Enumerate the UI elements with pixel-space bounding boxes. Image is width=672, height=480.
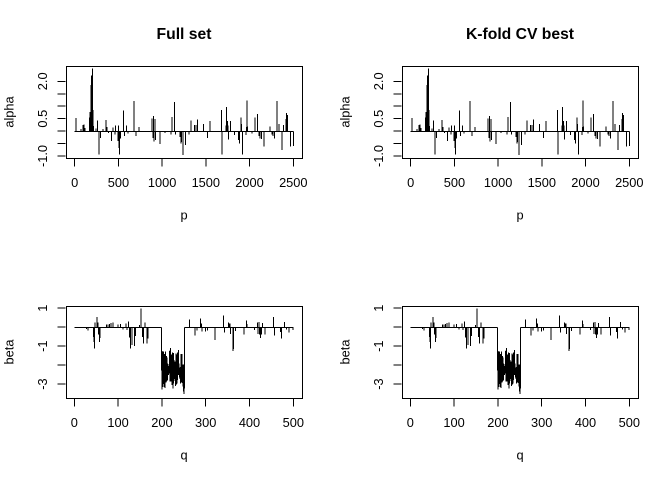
svg-text:alpha: alpha [1, 95, 16, 127]
svg-text:2.0: 2.0 [371, 72, 386, 90]
svg-text:0: 0 [71, 415, 78, 430]
svg-text:100: 100 [107, 415, 128, 430]
svg-text:2000: 2000 [571, 175, 599, 190]
svg-text:500: 500 [283, 415, 304, 430]
svg-text:0.5: 0.5 [371, 110, 386, 128]
svg-text:p: p [516, 208, 523, 223]
svg-text:-3: -3 [35, 378, 50, 389]
svg-text:q: q [516, 448, 523, 463]
svg-text:1000: 1000 [484, 175, 512, 190]
svg-text:-1: -1 [35, 341, 50, 352]
svg-text:300: 300 [531, 415, 552, 430]
svg-text:Full set: Full set [157, 26, 213, 43]
svg-text:-3: -3 [371, 378, 386, 389]
svg-text:beta: beta [1, 339, 16, 365]
svg-text:-1: -1 [371, 341, 386, 352]
svg-text:1000: 1000 [148, 175, 176, 190]
svg-text:1500: 1500 [528, 175, 556, 190]
svg-text:1: 1 [35, 305, 50, 312]
svg-text:200: 200 [151, 415, 172, 430]
svg-text:400: 400 [575, 415, 596, 430]
svg-text:1500: 1500 [192, 175, 220, 190]
svg-text:1: 1 [371, 305, 386, 312]
svg-text:500: 500 [619, 415, 640, 430]
svg-text:0: 0 [407, 415, 414, 430]
svg-text:0.5: 0.5 [35, 110, 50, 128]
svg-text:beta: beta [337, 339, 352, 365]
svg-text:2000: 2000 [235, 175, 263, 190]
svg-text:-1.0: -1.0 [35, 145, 50, 167]
svg-text:400: 400 [239, 415, 260, 430]
svg-text:2500: 2500 [279, 175, 307, 190]
svg-text:500: 500 [108, 175, 129, 190]
svg-text:0: 0 [407, 175, 414, 190]
svg-text:2500: 2500 [615, 175, 643, 190]
svg-text:2.0: 2.0 [35, 72, 50, 90]
svg-text:-1.0: -1.0 [371, 145, 386, 167]
svg-text:alpha: alpha [337, 95, 352, 127]
svg-text:100: 100 [443, 415, 464, 430]
svg-text:200: 200 [487, 415, 508, 430]
svg-text:K-fold CV best: K-fold CV best [466, 26, 575, 43]
svg-text:300: 300 [195, 415, 216, 430]
svg-text:0: 0 [71, 175, 78, 190]
svg-text:500: 500 [444, 175, 465, 190]
svg-text:p: p [180, 208, 187, 223]
svg-text:q: q [180, 448, 187, 463]
